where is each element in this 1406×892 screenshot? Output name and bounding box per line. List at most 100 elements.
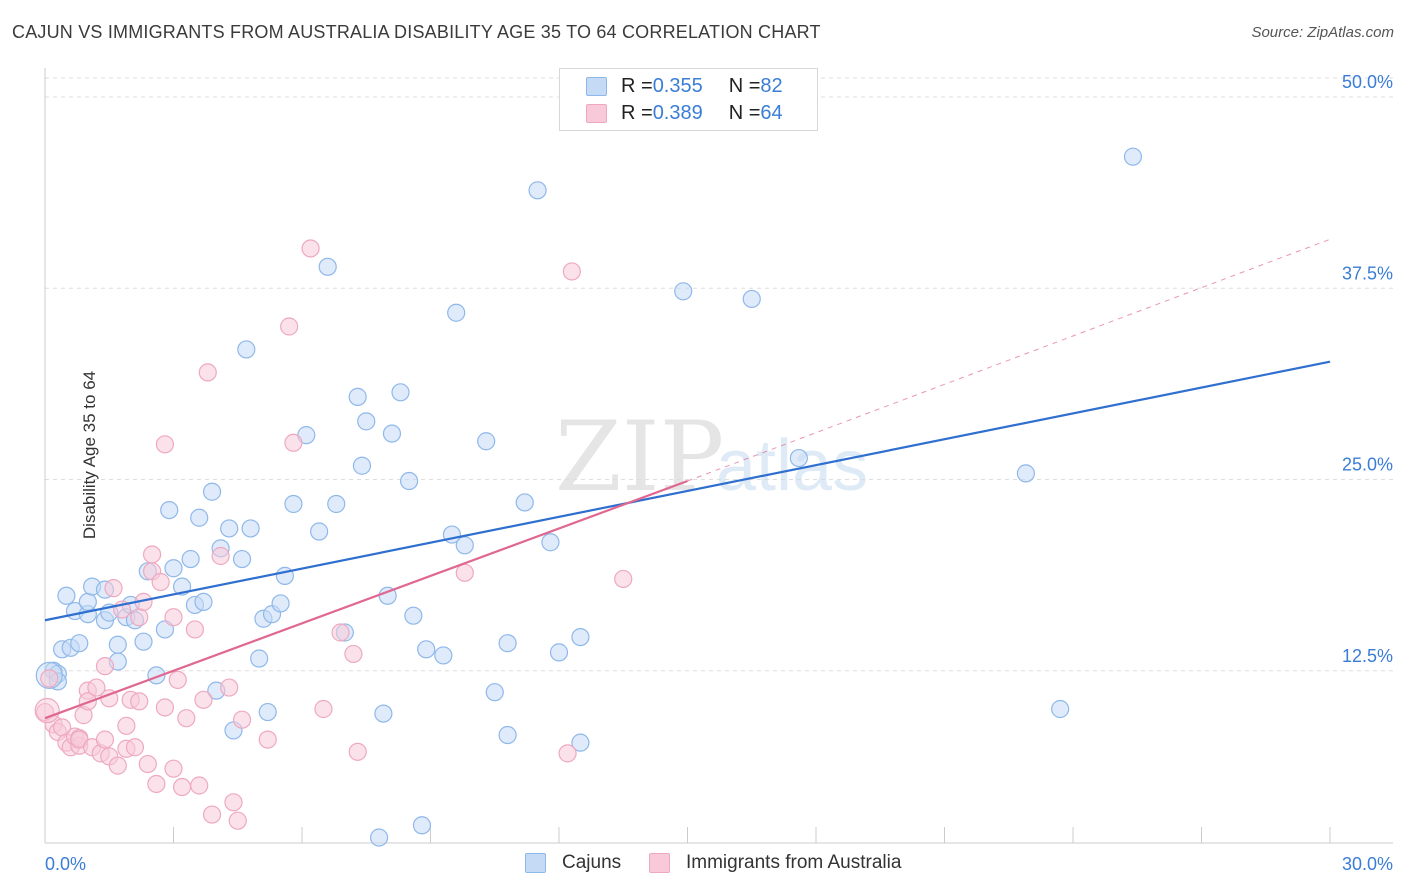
legend-swatch-blue [586,76,607,96]
australia-point [95,657,115,676]
cajun-point [549,643,569,662]
legend-item-australia[interactable]: Immigrants from Australia [649,852,901,874]
series-legend: Cajuns Immigrants from Australia [0,852,1406,878]
cajun-point [134,632,153,651]
y-tick-label: 50.0% [1342,72,1393,92]
cajun-point [108,635,127,654]
cajun-point [284,494,303,514]
legend-swatch-pink [586,103,607,123]
trend-line-australia [44,479,688,720]
cajun-point [160,501,179,520]
trend-lines [44,238,1331,720]
chart-source: Source: ZipAtlas.com [1251,24,1394,41]
australia-point [40,669,59,688]
cajun-point [455,536,474,555]
cajun-point [357,412,376,431]
australia-point [202,805,222,824]
australia-point [138,754,157,774]
cajun-point [78,592,97,612]
cajun-point [789,448,808,468]
cajun-point [1051,699,1070,719]
cajun-point [434,646,453,665]
australia-point [232,710,252,729]
series-australia-points [34,239,633,830]
cajun-point [352,456,372,475]
australia-point [344,644,363,664]
trend-line-cajuns [44,360,1331,622]
tick-labels: 12.5% 25.0% 37.5% 50.0% 0.0% 30.0% [45,72,1393,874]
legend-swatch-blue [525,853,546,873]
cajun-point [404,606,423,625]
australia-point [562,262,581,281]
cajun-point [374,704,393,723]
australia-point [130,692,149,711]
cajun-point [742,289,761,309]
australia-point [108,756,127,775]
australia-point [224,793,243,812]
australia-point [147,774,166,794]
australia-point [104,579,123,598]
australia-point [284,433,303,452]
cajun-point [370,828,389,847]
australia-point [168,670,187,690]
australia-point [95,730,115,749]
watermark-atlas: atlas [716,426,868,506]
legend-row-australia: R = 0.389 N = 64 [586,102,783,124]
cajun-point [515,493,534,512]
australia-point [301,239,320,258]
australia-point [220,678,239,697]
cajun-point [477,432,496,451]
australia-point [228,811,247,830]
legend-n-value: 64 [760,101,783,124]
watermark: ZIP atlas [555,401,868,513]
chart-title: CAJUN VS IMMIGRANTS FROM AUSTRALIA DISAB… [12,22,821,42]
y-axis-label: Disability Age 35 to 64 [80,370,100,540]
legend-n-label: N = [728,101,761,124]
x-tick-label: 30.0% [1342,854,1393,874]
y-tick-label: 12.5% [1342,646,1393,666]
australia-point [130,608,149,627]
cajun-point [232,549,252,569]
cajun-point [1123,147,1143,166]
correlation-legend: R = 0.355 N = 82 R = 0.389 N = 64 [559,68,818,131]
legend-label-cajuns: Cajuns [562,852,622,873]
cajun-point [271,594,290,613]
cajun-point [202,482,222,501]
australia-point [155,435,175,454]
cajun-point [382,424,402,443]
australia-point [558,744,577,763]
australia-point [125,738,145,757]
legend-item-cajuns[interactable]: Cajuns [525,852,621,874]
cajun-point [318,257,337,276]
australia-point [314,699,333,719]
x-tick-label: 0.0% [45,854,86,874]
cajun-point [237,340,256,359]
cajun-point [447,303,466,322]
watermark-zip: ZIP [555,401,724,513]
cajun-point [164,559,183,578]
legend-n-label: N = [728,74,761,97]
cajun-point [181,549,200,569]
legend-row-cajuns: R = 0.355 N = 82 [586,75,783,97]
australia-point [87,678,106,697]
cajun-point [241,519,260,538]
cajun-point [348,387,367,406]
australia-point [164,759,183,778]
cajun-point [1016,464,1035,483]
legend-r-value: 0.389 [652,101,703,124]
australia-point [151,572,170,592]
legend-r-value: 0.355 [652,74,703,97]
cajun-point [528,181,547,200]
y-tick-label: 25.0% [1342,455,1393,475]
cajun-point [250,649,269,668]
cajun-point [327,494,346,514]
australia-point [177,709,196,728]
australia-point [34,697,60,724]
y-tick-label: 37.5% [1342,263,1393,283]
legend-label-australia: Immigrants from Australia [686,852,902,873]
australia-point [155,698,175,717]
grid-lines [45,77,1393,672]
cajun-point [194,592,213,612]
trend-line-australia-extension [687,238,1331,482]
